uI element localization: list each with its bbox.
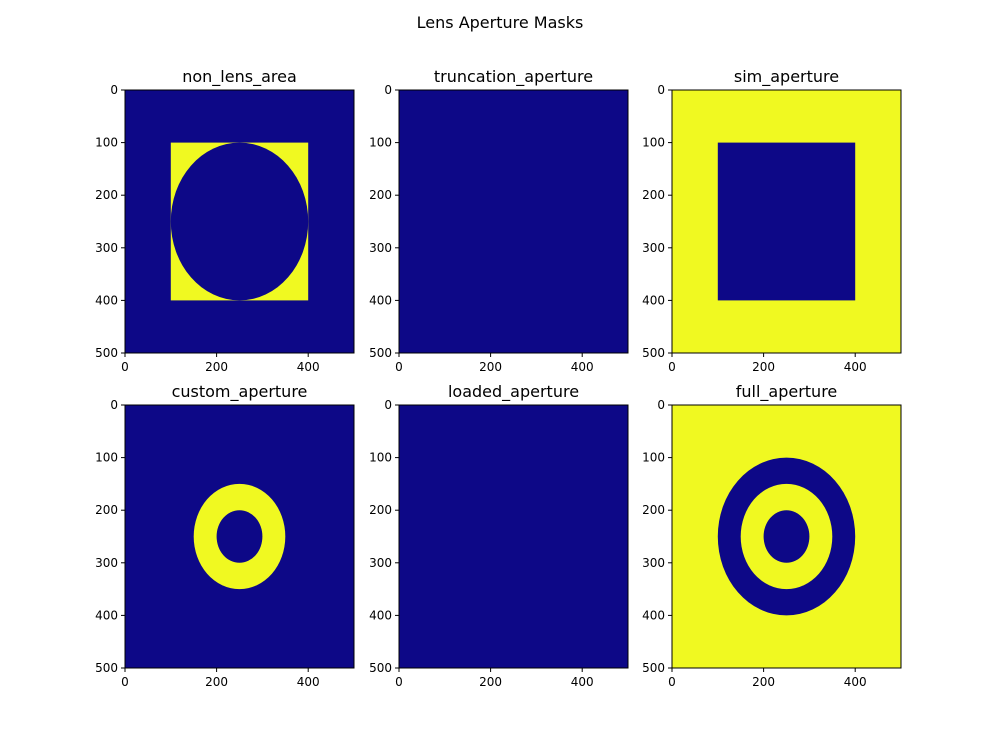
x-tick-label: 200 [479,360,502,374]
mask-image [125,90,354,353]
y-tick-label: 0 [657,83,665,97]
panel-non-lens-area: non_lens_area 0 200 400 0 100 200 300 400 500 [95,67,355,374]
y-tick-label: 100 [369,136,392,150]
mask-ellipse [763,510,810,563]
x-tick-label: 200 [205,360,228,374]
x-tick-label: 0 [668,675,676,689]
y-tick-label: 400 [642,608,665,622]
panel-title: custom_aperture [172,382,308,402]
y-tick-label: 500 [642,346,665,360]
y-tick-label: 400 [369,293,392,307]
y-tick-label: 300 [642,241,665,255]
x-tick-label: 0 [121,675,129,689]
axes-frame [398,89,629,354]
y-tick-label: 400 [369,608,392,622]
y-tick-label: 500 [369,661,392,675]
y-tick-label: 200 [642,503,665,517]
mask-rect [717,142,856,301]
mask-background [399,90,628,353]
panel-title: loaded_aperture [448,382,579,402]
y-tick-label: 100 [95,136,118,150]
mask-ellipse [216,510,263,563]
y-tick-label: 300 [95,241,118,255]
y-tick-label: 100 [95,451,118,465]
axes-frame [671,404,902,669]
x-tick-label: 0 [668,360,676,374]
y-tick-label: 500 [95,661,118,675]
x-tick-label: 200 [752,360,775,374]
y-tick-label: 500 [642,661,665,675]
panel-title: full_aperture [736,382,838,402]
x-tick-label: 400 [844,360,867,374]
mask-image [672,405,901,668]
y-tick-label: 0 [384,83,392,97]
mask-ellipse [170,142,309,301]
y-tick-label: 0 [657,398,665,412]
y-tick-label: 0 [110,83,118,97]
y-tick-label: 300 [642,556,665,570]
mask-image [399,90,628,353]
x-tick-label: 400 [297,675,320,689]
y-tick-label: 200 [95,503,118,517]
axes-frame [671,89,902,354]
y-tick-label: 100 [642,136,665,150]
y-tick-label: 100 [642,451,665,465]
y-tick-label: 0 [384,398,392,412]
axes-frame [124,404,355,669]
axes-frame [398,404,629,669]
x-tick-label: 400 [571,360,594,374]
y-tick-label: 200 [642,188,665,202]
x-tick-label: 0 [395,675,403,689]
mask-image [399,405,628,668]
axes-frame [124,89,355,354]
x-tick-label: 400 [297,360,320,374]
panel-title: sim_aperture [734,67,839,87]
y-tick-label: 400 [95,608,118,622]
y-tick-label: 300 [95,556,118,570]
panel-full-aperture: full_aperture 0 200 400 0 100 200 300 400 500 [642,382,902,689]
mask-image [125,405,354,668]
y-tick-label: 0 [110,398,118,412]
y-tick-label: 200 [95,188,118,202]
x-tick-label: 0 [121,360,129,374]
y-tick-label: 500 [369,346,392,360]
y-tick-label: 400 [642,293,665,307]
panel-custom-aperture: custom_aperture 0 200 400 0 100 200 300 400 500 [95,382,355,689]
panel-loaded-aperture: loaded_aperture 0 200 400 0 100 200 300 400 500 [369,382,629,689]
y-tick-label: 200 [369,503,392,517]
x-tick-label: 400 [571,675,594,689]
panel-sim-aperture: sim_aperture 0 200 400 0 100 200 300 400 500 [642,67,902,374]
x-tick-label: 0 [395,360,403,374]
panel-truncation-aperture: truncation_aperture 0 200 400 0 100 200 300 400 5… [369,67,629,374]
y-tick-label: 300 [369,556,392,570]
y-tick-label: 200 [369,188,392,202]
x-tick-label: 400 [844,675,867,689]
figure-title: Lens Aperture Masks [417,13,584,32]
y-tick-label: 300 [369,241,392,255]
mask-image [672,90,901,353]
panel-title: non_lens_area [182,67,297,87]
y-tick-label: 100 [369,451,392,465]
x-tick-label: 200 [205,675,228,689]
y-tick-label: 500 [95,346,118,360]
y-tick-label: 400 [95,293,118,307]
panel-title: truncation_aperture [434,67,593,87]
x-tick-label: 200 [479,675,502,689]
mask-background [399,405,628,668]
x-tick-label: 200 [752,675,775,689]
